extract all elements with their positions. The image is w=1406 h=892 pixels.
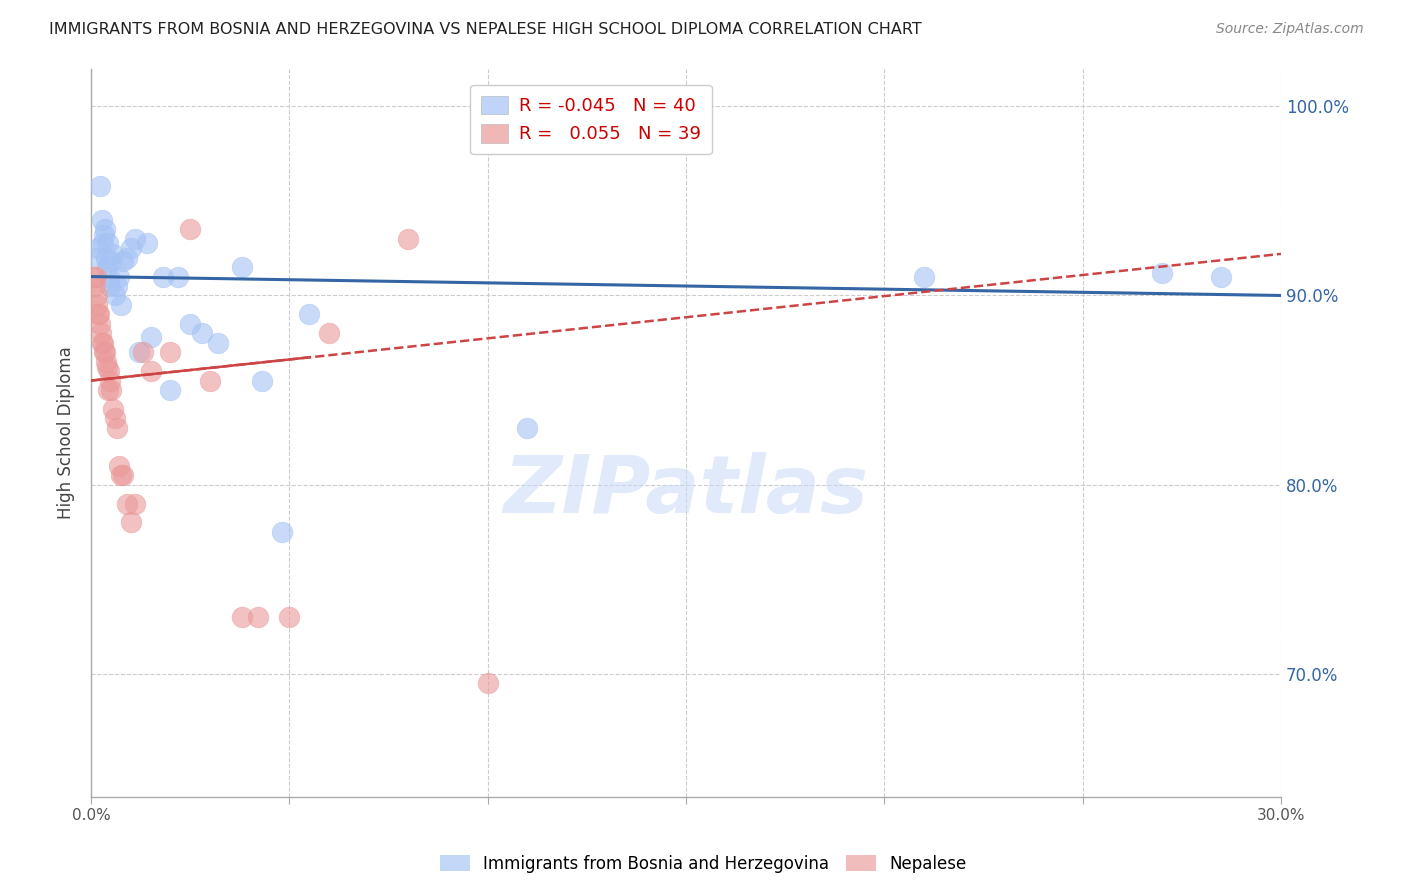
Point (98, 279, 121, 293)
Y-axis label: High School Diploma: High School Diploma (58, 346, 75, 519)
Point (1150, 266, 1173, 280)
Point (231, 260, 253, 274)
Point (207, 335, 229, 350)
Point (110, 298, 132, 312)
Point (318, 326, 340, 341)
Point (124, 232, 146, 246)
Point (124, 496, 146, 510)
Point (152, 269, 174, 284)
Point (1211, 269, 1233, 284)
Point (87, 307, 110, 321)
Point (198, 374, 221, 388)
Legend: Immigrants from Bosnia and Herzegovina, Nepalese: Immigrants from Bosnia and Herzegovina, … (433, 848, 973, 880)
Point (108, 269, 131, 284)
Point (100, 383, 122, 397)
Point (91, 235, 114, 250)
Point (231, 610, 253, 624)
Point (250, 374, 273, 388)
Point (111, 254, 134, 268)
Point (96, 260, 118, 274)
Point (86, 288, 108, 302)
Point (86, 298, 108, 312)
Point (84, 269, 107, 284)
Point (98, 269, 121, 284)
Point (132, 345, 155, 359)
Point (120, 516, 142, 530)
Point (105, 421, 128, 435)
Point (110, 468, 132, 483)
Point (89, 178, 111, 193)
Text: IMMIGRANTS FROM BOSNIA AND HERZEGOVINA VS NEPALESE HIGH SCHOOL DIPLOMA CORRELATI: IMMIGRANTS FROM BOSNIA AND HERZEGOVINA V… (49, 22, 922, 37)
Point (159, 383, 181, 397)
Point (115, 496, 138, 510)
Point (104, 288, 127, 302)
Point (139, 364, 162, 378)
Point (101, 401, 124, 416)
Point (298, 307, 321, 321)
Point (91, 335, 114, 350)
Point (84, 251, 107, 265)
Point (89, 317, 111, 331)
Point (179, 317, 201, 331)
Point (179, 222, 201, 236)
Point (139, 330, 162, 344)
Point (477, 109, 499, 123)
Point (516, 421, 538, 435)
Point (87, 241, 110, 255)
Point (105, 279, 128, 293)
Point (135, 235, 157, 250)
Point (120, 241, 142, 255)
Point (159, 345, 181, 359)
Point (93, 345, 115, 359)
Point (167, 269, 190, 284)
Legend: R = -0.045   N = 40, R =   0.055   N = 39: R = -0.045 N = 40, R = 0.055 N = 39 (470, 85, 711, 154)
Point (91, 335, 114, 350)
Text: Source: ZipAtlas.com: Source: ZipAtlas.com (1216, 22, 1364, 37)
Point (270, 524, 292, 539)
Point (90, 326, 112, 341)
Point (101, 247, 124, 261)
Point (96, 360, 118, 375)
Point (98, 374, 121, 388)
Point (396, 232, 419, 246)
Text: ZIPatlas: ZIPatlas (503, 452, 869, 530)
Point (83, 269, 105, 284)
Point (477, 676, 499, 690)
Point (100, 254, 122, 268)
Point (191, 326, 214, 341)
Point (98, 364, 121, 378)
Point (97, 235, 120, 250)
Point (128, 345, 150, 359)
Point (108, 458, 131, 473)
Point (246, 610, 269, 624)
Point (96, 354, 118, 368)
Point (91, 212, 114, 227)
Point (111, 468, 134, 483)
Point (94, 222, 117, 236)
Point (97, 383, 120, 397)
Point (84, 279, 107, 293)
Point (278, 610, 301, 624)
Point (115, 251, 138, 265)
Point (104, 411, 127, 425)
Point (94, 345, 117, 359)
Point (96, 251, 118, 265)
Point (87, 307, 110, 321)
Point (912, 269, 935, 284)
Point (93, 227, 115, 242)
